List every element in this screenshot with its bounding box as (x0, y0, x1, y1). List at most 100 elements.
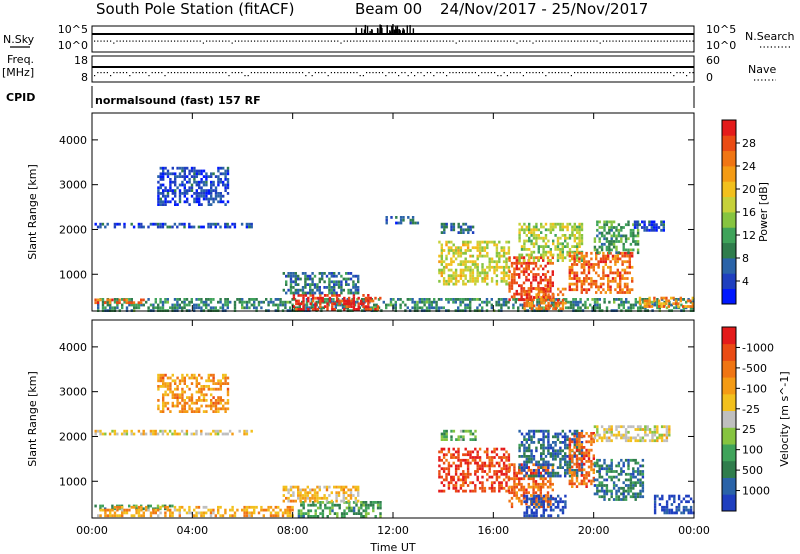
range-cell (216, 432, 220, 436)
range-cell (342, 488, 345, 492)
nave-point (209, 72, 211, 74)
range-cell (665, 439, 669, 443)
range-cell (585, 440, 588, 444)
range-cell (590, 443, 593, 446)
range-cell (318, 272, 321, 275)
range-cell (321, 509, 325, 513)
range-cell (544, 499, 547, 503)
range-cell (452, 228, 456, 232)
range-cell (337, 491, 341, 495)
range-cell (530, 250, 533, 254)
range-cell (178, 432, 181, 436)
range-cell (627, 237, 630, 241)
range-cell (673, 511, 676, 515)
nsearch-point (657, 40, 659, 42)
range-cell (181, 166, 184, 170)
range-cell (554, 452, 557, 455)
range-cell (135, 306, 138, 310)
range-cell (537, 284, 540, 288)
range-cell (500, 249, 503, 252)
range-cell (573, 236, 576, 240)
range-cell (202, 385, 206, 388)
range-cell (445, 225, 448, 229)
range-cell (610, 425, 613, 429)
range-cell (495, 265, 499, 269)
range-cell (604, 263, 607, 266)
range-cell (587, 454, 591, 458)
range-cell (513, 273, 516, 276)
colorbar-swatch (722, 166, 736, 182)
range-cell (568, 277, 571, 280)
range-cell (566, 438, 569, 441)
range-cell (525, 304, 529, 308)
nsearch-point (439, 40, 441, 42)
range-cell (207, 225, 210, 229)
range-cell (169, 200, 172, 204)
range-cell (438, 271, 441, 275)
range-cell (550, 300, 553, 304)
range-cell (121, 511, 124, 515)
range-cell (675, 511, 678, 515)
range-cell (459, 246, 463, 250)
range-cell (476, 298, 479, 301)
range-cell (575, 457, 579, 460)
range-cell (619, 288, 622, 292)
range-cell (532, 485, 535, 489)
nsearch-point (535, 40, 537, 42)
range-cell (457, 279, 460, 283)
nave-point (542, 72, 544, 74)
range-cell (334, 300, 337, 304)
range-cell (478, 254, 482, 258)
range-cell (476, 254, 479, 258)
range-cell (193, 172, 196, 176)
range-cell (413, 306, 417, 310)
range-cell (615, 464, 618, 468)
range-cell (292, 286, 295, 289)
range-cell (476, 478, 479, 482)
range-cell (219, 396, 222, 399)
range-cell (464, 458, 467, 462)
range-cell (200, 194, 203, 198)
range-cell (547, 228, 550, 232)
range-cell (559, 463, 562, 467)
range-cell (573, 482, 576, 486)
range-cell (476, 461, 479, 465)
range-cell (459, 268, 463, 272)
range-cell (515, 289, 518, 293)
nsearch-point (558, 40, 560, 42)
range-cell (145, 300, 148, 304)
range-cell (598, 495, 601, 499)
range-cell (622, 461, 625, 465)
range-cell (571, 282, 574, 286)
nsearch-point (321, 40, 323, 42)
range-cell (608, 475, 611, 479)
range-cell (486, 456, 489, 459)
range-cell (605, 240, 609, 243)
range-cell (476, 450, 479, 454)
range-cell (622, 226, 625, 229)
range-cell (248, 222, 251, 226)
range-cell (486, 274, 489, 278)
range-cell (507, 277, 511, 280)
range-cell (297, 485, 300, 489)
range-cell (379, 506, 382, 510)
range-cell (518, 228, 521, 232)
range-cell (641, 484, 645, 487)
range-cell (349, 496, 353, 500)
range-cell (493, 240, 496, 244)
range-cell (181, 175, 184, 178)
range-cell (128, 508, 131, 512)
range-cell (217, 194, 220, 198)
range-cell (212, 401, 215, 405)
range-cell (360, 515, 363, 518)
range-cell (513, 494, 516, 497)
range-cell (607, 254, 610, 258)
nsearch-point (545, 40, 547, 42)
range-cell (535, 293, 538, 297)
range-cell (547, 497, 550, 501)
range-cell (168, 504, 172, 508)
range-cell (325, 485, 329, 489)
range-cell (523, 452, 526, 455)
nave-point (122, 72, 124, 74)
range-cell (250, 222, 253, 226)
